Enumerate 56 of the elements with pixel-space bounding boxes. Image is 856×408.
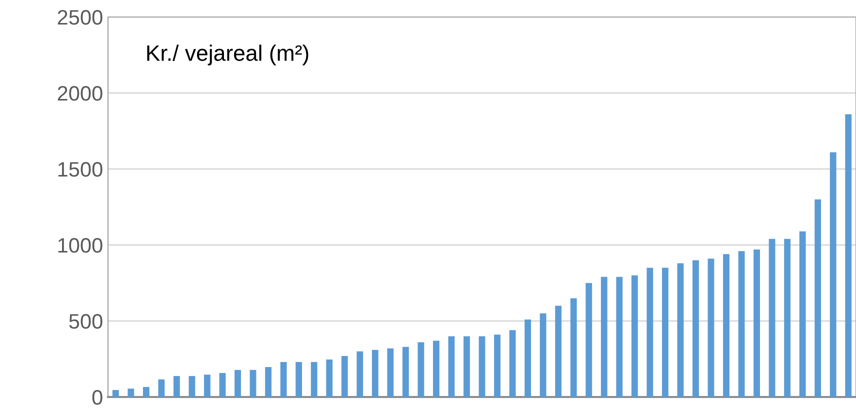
bar	[173, 376, 180, 397]
bar	[814, 199, 822, 397]
bar	[768, 238, 776, 397]
bar	[478, 336, 486, 397]
bar	[754, 250, 760, 397]
bar	[494, 334, 500, 397]
bar	[555, 306, 562, 397]
bar	[723, 254, 730, 397]
bar	[387, 348, 394, 397]
bar	[616, 276, 623, 397]
bar	[265, 367, 272, 397]
bar	[402, 346, 409, 397]
bar	[341, 356, 348, 397]
bar	[570, 298, 577, 397]
y-tick-label: 500	[69, 314, 102, 329]
bar	[646, 268, 654, 397]
bar	[142, 386, 150, 397]
bar	[158, 379, 165, 397]
bar	[540, 313, 546, 397]
bar	[310, 362, 318, 397]
bar	[234, 370, 241, 397]
bar	[586, 283, 592, 397]
bar	[784, 238, 791, 397]
bar	[524, 319, 531, 397]
bar	[204, 374, 210, 397]
bar	[600, 276, 608, 397]
bar	[326, 359, 333, 397]
bar	[677, 263, 684, 397]
bar	[509, 330, 516, 397]
bar	[631, 275, 638, 397]
y-tick-label: 0	[92, 390, 102, 405]
bar	[128, 388, 134, 397]
bar	[188, 376, 196, 397]
text: Kr./ vejareal (m²)	[147, 44, 308, 66]
bar	[830, 152, 836, 397]
bar	[464, 336, 470, 397]
bar	[708, 258, 714, 397]
bar	[738, 251, 745, 397]
bar	[280, 362, 287, 397]
bar	[296, 362, 302, 397]
bar	[372, 350, 378, 397]
bar	[356, 351, 364, 397]
y-tick-label: 1500	[58, 162, 102, 177]
bar	[448, 336, 455, 397]
bar	[662, 268, 668, 397]
bar	[845, 114, 852, 397]
y-tick-label: 2500	[58, 10, 102, 25]
bar	[433, 340, 440, 397]
y-tick-label: 2000	[58, 86, 102, 101]
bar	[692, 260, 699, 397]
bar	[418, 342, 424, 397]
bar	[799, 231, 806, 397]
y-tick-label: 1000	[58, 238, 102, 253]
bar	[219, 372, 226, 397]
bar	[250, 370, 256, 397]
bar	[112, 390, 119, 397]
